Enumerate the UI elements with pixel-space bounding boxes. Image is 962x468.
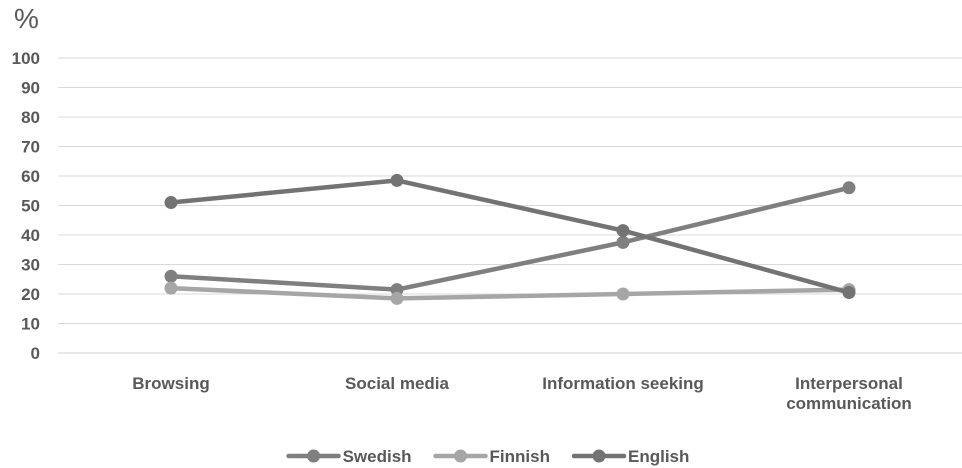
series-line-swedish [168,185,852,292]
series-swedish [164,181,856,297]
x-category-label: Browsing [132,374,209,393]
data-point-english [390,173,404,187]
data-point-finnish [616,287,630,301]
series-finnish [164,281,856,305]
legend-label: Swedish [343,447,412,466]
data-point-swedish [164,269,178,283]
legend-label: Finnish [490,447,550,466]
legend-swatch-marker [454,449,468,463]
data-point-english [616,224,630,238]
data-series [164,173,856,305]
data-point-finnish [390,291,404,305]
legend-item-finnish: Finnish [433,447,550,466]
y-tick-label: 90 [21,79,40,98]
legend: Swedish Finnish English [286,447,689,466]
x-category-label: Social media [345,374,449,393]
y-tick-label: 0 [31,344,40,363]
data-point-swedish [616,235,630,249]
y-tick-label: 100 [12,49,40,68]
data-point-swedish [842,181,856,195]
data-point-english [842,286,856,300]
y-tick-label: 50 [21,197,40,216]
y-tick-label: 10 [21,315,40,334]
y-tick-label: 70 [21,138,40,157]
series-english [164,173,856,300]
data-point-finnish [164,281,178,295]
y-tick-label: 80 [21,108,40,127]
x-axis-categories: Browsing Social media Information seeking I… [132,374,912,413]
legend-label: English [628,447,689,466]
y-tick-label: 40 [21,226,40,245]
legend-swatch-marker [307,449,321,463]
x-category-label: Interpersonal communication [786,374,912,413]
legend-item-english: English [571,447,689,466]
legend-item-swedish: Swedish [286,447,412,466]
y-tick-label: 30 [21,256,40,275]
x-category-label: Information seeking [542,374,704,393]
series-line-english [168,178,852,295]
legend-swatch-marker [592,449,606,463]
y-tick-label: 60 [21,167,40,186]
series-line-finnish [168,285,852,301]
data-point-english [164,196,178,210]
y-tick-label: 20 [21,285,40,304]
y-unit-label: % [14,3,39,34]
y-axis-ticks: 0 10 20 30 40 50 60 70 80 90 100 [12,49,40,363]
